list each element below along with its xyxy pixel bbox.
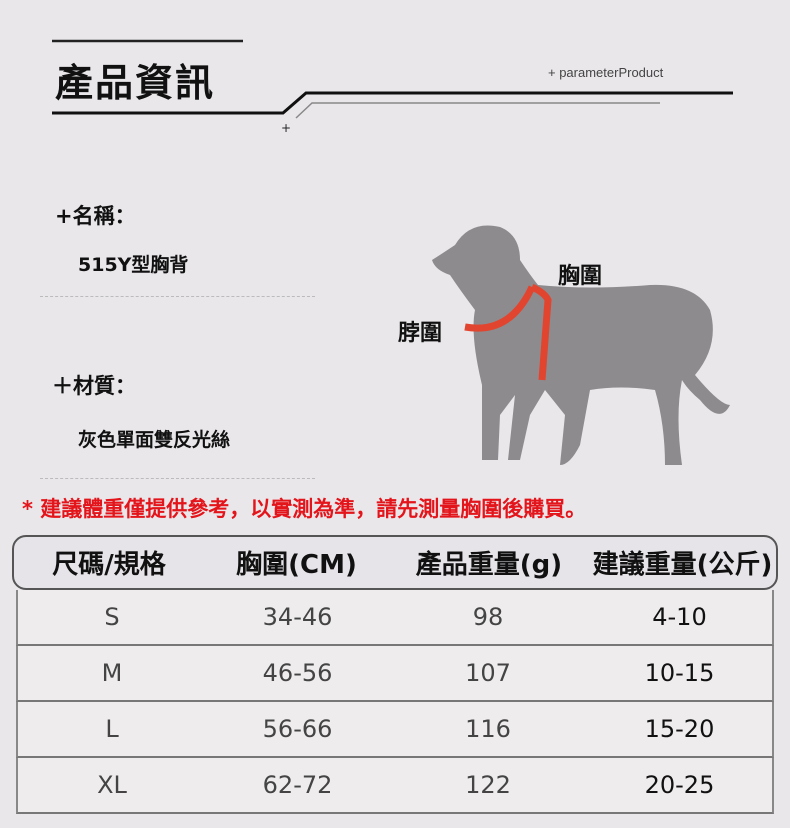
table-cell: 15-20 — [644, 715, 715, 743]
header-cell: 胸圍(CM) — [236, 550, 357, 580]
table-row: XL 62-72 122 20-25 — [16, 758, 774, 814]
neck-label: 脖圍 — [398, 321, 443, 346]
divider — [40, 296, 315, 297]
page-title: 產品資訊 — [55, 61, 216, 105]
name-label: +名稱： — [55, 204, 136, 228]
table-cell: 56-66 — [262, 715, 333, 743]
material-label: ＋材質： — [52, 374, 136, 398]
table-cell: 34-46 — [262, 603, 333, 631]
table-cell: 107 — [465, 659, 511, 687]
table-cell: XL — [97, 771, 127, 799]
table-cell: L — [105, 715, 119, 743]
table-cell: 122 — [465, 771, 511, 799]
dog-harness-illustration — [432, 225, 730, 465]
header-cell: 建議重量(公斤) — [592, 550, 773, 580]
table-cell: 20-25 — [644, 771, 715, 799]
header-cell: 尺碼/規格 — [52, 550, 166, 580]
page-subtitle: + parameterProduct — [548, 65, 664, 80]
chest-strap — [530, 283, 552, 381]
table-cell: S — [104, 603, 120, 631]
table-cell: 46-56 — [262, 659, 333, 687]
chest-label: 胸圍 — [558, 264, 603, 289]
table-cell: M — [101, 659, 123, 687]
divider — [40, 478, 315, 479]
svg-text:+: + — [281, 121, 291, 135]
notice-text: * 建議體重僅提供參考，以實測為準，請先測量胸圍後購買。 — [22, 497, 587, 521]
size-table: 尺碼/規格 胸圍(CM) 產品重量(g) 建議重量(公斤) S 34-46 98 4-… — [12, 535, 778, 814]
table-row: S 34-46 98 4-10 — [16, 590, 774, 646]
name-value: 515Y型胸背 — [78, 254, 189, 276]
material-value: 灰色單面雙反光絲 — [78, 429, 231, 451]
header-lines: + — [52, 39, 733, 135]
table-header: 尺碼/規格 胸圍(CM) 產品重量(g) 建議重量(公斤) — [12, 535, 778, 590]
table-cell: 62-72 — [262, 771, 333, 799]
table-cell: 10-15 — [644, 659, 715, 687]
dog-silhouette — [432, 225, 730, 465]
table-cell: 116 — [465, 715, 511, 743]
table-row: L 56-66 116 15-20 — [16, 702, 774, 758]
table-cell: 4-10 — [652, 603, 707, 631]
table-row: M 46-56 107 10-15 — [16, 646, 774, 702]
table-cell: 98 — [472, 603, 504, 631]
neck-strap — [464, 285, 536, 332]
header-cell: 產品重量(g) — [415, 550, 563, 580]
